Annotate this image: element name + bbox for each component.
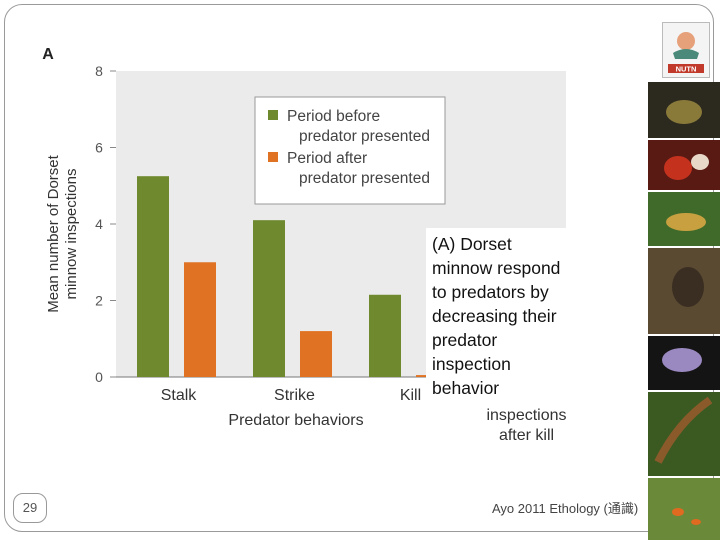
bar-before <box>253 220 285 377</box>
legend-label: predator presented <box>299 170 430 187</box>
y-axis-label: minnow inspections <box>63 169 80 300</box>
slide-number: 29 <box>13 493 47 523</box>
animal-photo-strip <box>648 82 720 540</box>
y-tick-label: 6 <box>95 140 103 156</box>
x-tick-label: Kill <box>400 387 421 404</box>
citation-footer: Ayo 2011 Ethology (通識) <box>492 501 639 516</box>
legend-label: Period before <box>287 108 380 125</box>
panel-label: A <box>42 46 54 63</box>
legend-label: Period after <box>287 150 367 167</box>
y-tick-label: 8 <box>95 63 103 79</box>
x-tick-label: Stalk <box>161 387 198 404</box>
y-tick-label: 4 <box>95 216 103 232</box>
legend-label: predator presented <box>299 128 430 145</box>
y-tick-label: 0 <box>95 369 103 385</box>
bar-after <box>300 331 332 377</box>
university-logo: NUTN <box>662 22 710 78</box>
bar-before <box>137 176 169 377</box>
legend-swatch <box>268 110 278 120</box>
caption-text: (A) Dorset minnow respond to predators b… <box>426 228 578 404</box>
x-tick-label: inspections <box>486 407 566 424</box>
legend-swatch <box>268 152 278 162</box>
x-axis-label: Predator behaviors <box>228 412 363 429</box>
x-tick-label: Strike <box>274 387 315 404</box>
logo-text: NUTN <box>676 65 697 74</box>
x-tick-label: after kill <box>499 427 554 444</box>
y-tick-label: 2 <box>95 293 103 309</box>
y-axis-label: Mean number of Dorset <box>45 154 62 312</box>
bar-after <box>184 262 216 377</box>
legend-box <box>254 96 446 205</box>
bar-before <box>369 294 401 377</box>
